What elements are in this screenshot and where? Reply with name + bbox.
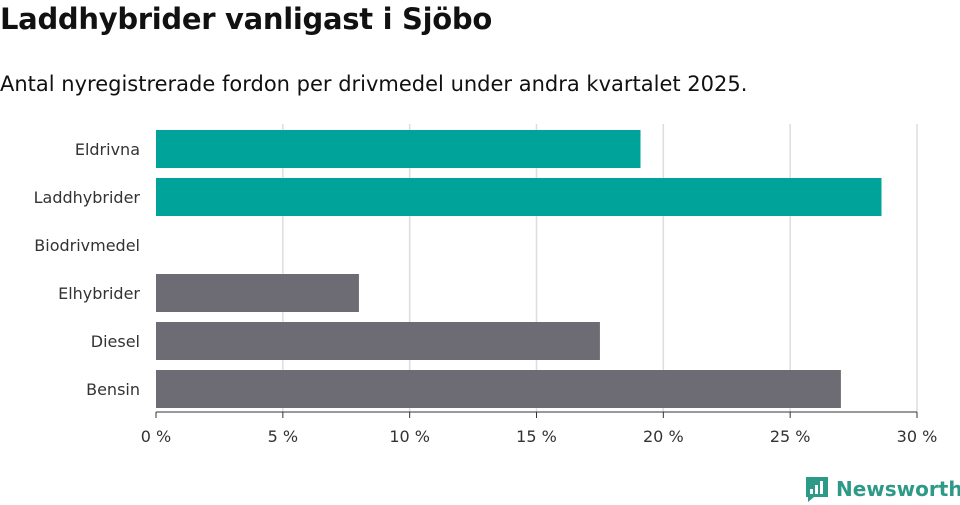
x-tick-label: 5 % (268, 427, 298, 446)
x-tick-label: 25 % (770, 427, 811, 446)
bar (156, 130, 641, 168)
brand-logo: Newsworthy (804, 474, 960, 504)
category-label: Laddhybrider (34, 188, 141, 207)
category-label: Elhybrider (58, 284, 140, 303)
newsworthy-logo-icon (806, 477, 828, 502)
bars (156, 130, 882, 408)
x-tick-label: 0 % (141, 427, 171, 446)
category-label: Eldrivna (75, 140, 140, 159)
x-tick-label: 30 % (897, 427, 938, 446)
bar (156, 370, 841, 408)
bar (156, 178, 882, 216)
x-tick-label: 15 % (516, 427, 557, 446)
category-label: Bensin (86, 380, 140, 399)
category-label: Diesel (91, 332, 140, 351)
grid-lines (282, 124, 918, 412)
x-axis: 0 % 5 % 10 % 15 % 20 % 25 % 30 % (141, 411, 938, 446)
chart-subtitle: Antal nyregistrerade fordon per drivmede… (0, 72, 748, 96)
category-label: Biodrivmedel (34, 236, 140, 255)
bar (156, 274, 359, 312)
brand-name: Newsworthy (836, 477, 960, 501)
bar (156, 322, 600, 360)
x-tick-label: 20 % (643, 427, 684, 446)
x-tick-label: 10 % (389, 427, 430, 446)
bar-chart: Eldrivna Laddhybrider Biodrivmedel Elhybrid… (34, 124, 938, 446)
chart-title: Laddhybrider vanligast i Sjöbo (0, 2, 492, 36)
category-labels: Eldrivna Laddhybrider Biodrivmedel Elhybrid… (34, 140, 141, 399)
